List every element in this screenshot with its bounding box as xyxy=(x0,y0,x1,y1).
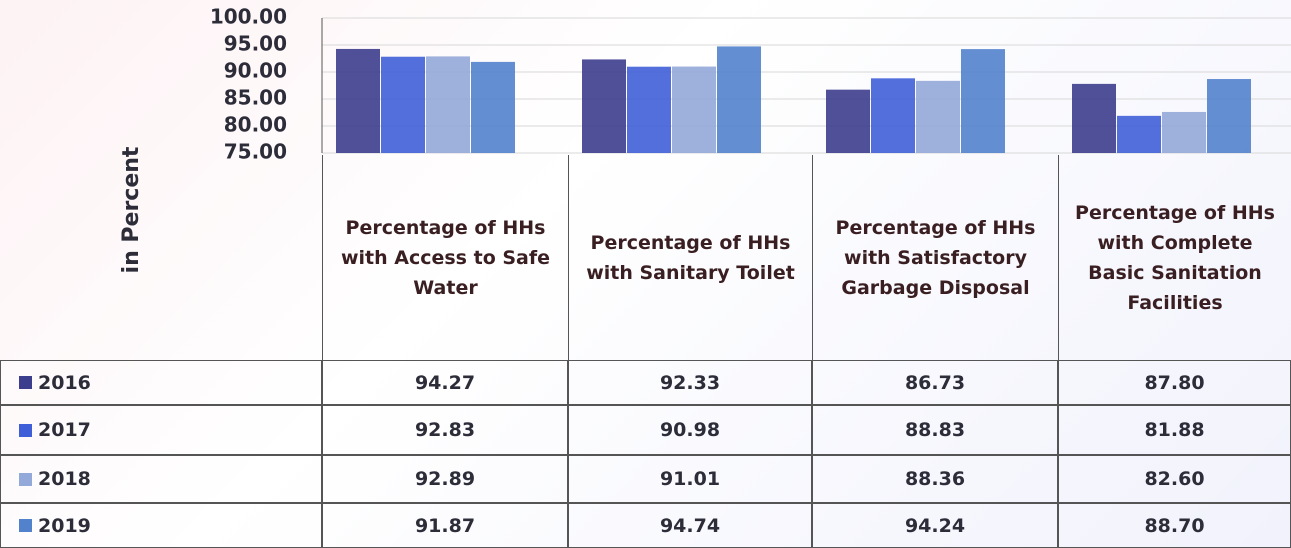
table-value: 91.01 xyxy=(568,455,812,503)
table-value: 91.87 xyxy=(322,503,568,548)
table-value: 94.74 xyxy=(568,503,812,548)
category-header: Percentage of HHs with Satisfactory Garb… xyxy=(812,155,1058,360)
bar xyxy=(826,89,870,153)
y-tick-label: 75.00 xyxy=(224,140,287,164)
table-value: 87.80 xyxy=(1058,360,1291,405)
y-tick-label: 100.00 xyxy=(210,5,287,29)
legend-label: 2016 xyxy=(38,371,91,394)
table-value: 82.60 xyxy=(1058,455,1291,503)
legend-entry: 2019 xyxy=(0,503,322,548)
y-tick-label: 95.00 xyxy=(224,32,287,56)
bar xyxy=(717,46,761,153)
legend-entry: 2016 xyxy=(0,360,322,405)
bar xyxy=(471,61,515,153)
table-value: 81.88 xyxy=(1058,405,1291,455)
table-value: 88.83 xyxy=(812,405,1058,455)
bar xyxy=(1162,111,1206,153)
legend-label: 2018 xyxy=(38,468,91,490)
table-value: 92.33 xyxy=(568,360,812,405)
legend-label: 2019 xyxy=(38,514,91,537)
y-tick-label: 80.00 xyxy=(224,113,287,137)
table-value: 88.36 xyxy=(812,455,1058,503)
table-value: 90.98 xyxy=(568,405,812,455)
legend-entry: 2018 xyxy=(0,455,322,503)
legend-label: 2017 xyxy=(38,419,91,441)
table-value: 94.27 xyxy=(322,360,568,405)
y-axis-label: in Percent xyxy=(119,146,144,273)
legend-entry: 2017 xyxy=(0,405,322,455)
bar xyxy=(1207,79,1251,153)
legend-swatch xyxy=(19,376,32,389)
legend-swatch xyxy=(19,423,32,437)
category-header: Percentage of HHs with Access to Safe Wa… xyxy=(322,155,568,360)
y-tick-label: 90.00 xyxy=(224,59,287,83)
y-tick-label: 85.00 xyxy=(224,86,287,110)
bar xyxy=(871,78,915,153)
bar xyxy=(672,66,716,153)
bar xyxy=(627,66,671,153)
bar xyxy=(336,48,380,153)
bar xyxy=(381,56,425,153)
legend-swatch xyxy=(19,519,32,532)
table-value: 86.73 xyxy=(812,360,1058,405)
table-value: 94.24 xyxy=(812,503,1058,548)
category-header: Percentage of HHs with Complete Basic Sa… xyxy=(1058,155,1291,360)
table-value: 92.83 xyxy=(322,405,568,455)
bar xyxy=(582,59,626,153)
bar xyxy=(916,80,960,153)
table-value: 88.70 xyxy=(1058,503,1291,548)
table-value: 92.89 xyxy=(322,455,568,503)
bar xyxy=(1072,83,1116,153)
legend-swatch xyxy=(19,472,32,486)
bar xyxy=(426,56,470,154)
category-header: Percentage of HHs with Sanitary Toilet xyxy=(568,155,812,360)
bar xyxy=(961,49,1005,153)
bar xyxy=(1117,115,1161,153)
